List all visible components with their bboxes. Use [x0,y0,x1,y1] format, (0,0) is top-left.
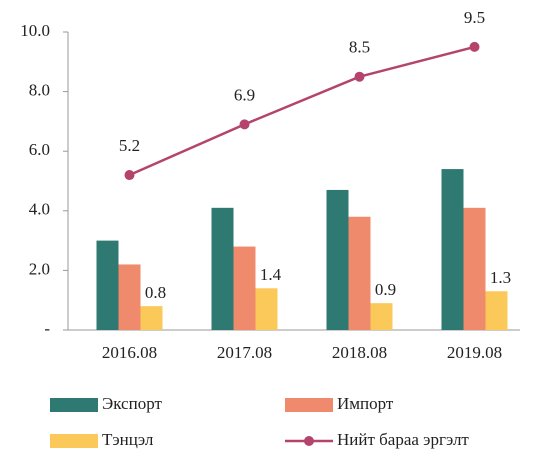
legend-swatch [50,434,98,448]
y-tick-label: 10.0 [20,21,50,40]
legend-label: Тэнцэл [102,430,154,449]
bar [348,216,371,330]
bar [485,291,508,330]
bar [326,189,349,330]
y-tick-label: 2.0 [29,259,50,278]
data-label: 8.5 [349,38,370,57]
bar [96,240,119,330]
x-tick-label: 2019.08 [447,343,502,362]
data-label: 9.5 [464,8,485,27]
x-tick-label: 2016.08 [102,343,157,362]
data-label: 1.4 [260,265,282,284]
data-label: 5.2 [119,136,140,155]
bar [463,207,486,330]
y-tick-label: 6.0 [29,140,50,159]
bar [140,306,163,330]
bar [370,303,393,330]
bar [255,288,278,330]
x-tick-label: 2017.08 [217,343,272,362]
line-point [354,71,365,82]
data-label: 0.8 [145,283,166,302]
y-tick-label: 8.0 [29,81,50,100]
legend-label: Нийт бараа эргэлт [337,430,469,449]
legend-swatch [304,436,314,446]
bar [118,264,141,330]
line-point [239,119,250,130]
line-point [469,41,480,52]
bar [233,246,256,330]
bar [211,207,234,330]
x-tick-label: 2018.08 [332,343,387,362]
legend-swatch [285,398,333,412]
y-tick-label: - [44,319,50,338]
line-point [124,170,135,181]
legend-swatch [50,398,98,412]
data-label: 0.9 [375,280,396,299]
legend-label: Импорт [337,394,394,413]
bar [441,169,464,330]
legend-label: Экспорт [102,394,162,413]
data-label: 6.9 [234,85,255,104]
y-tick-label: 4.0 [29,200,50,219]
line [128,45,475,177]
data-label: 1.3 [490,268,511,287]
